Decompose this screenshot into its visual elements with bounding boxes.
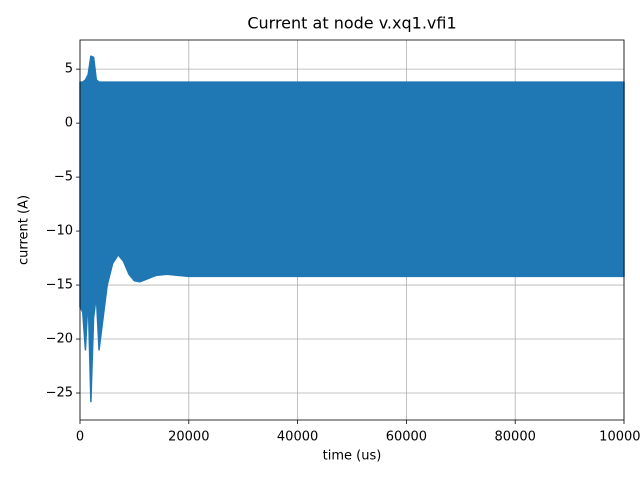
- y-tick-label: −15: [46, 278, 73, 293]
- y-tick-label: −20: [46, 332, 73, 347]
- y-tick-label: −5: [54, 170, 73, 185]
- y-tick-label: 5: [65, 62, 73, 77]
- y-tick-label: −10: [46, 224, 73, 239]
- x-tick-label: 100000: [599, 430, 640, 445]
- axes-frame: [79, 39, 625, 421]
- x-tick-label: 40000: [277, 430, 318, 445]
- x-axis-label: time (us): [323, 449, 382, 464]
- y-tick-label: −25: [46, 386, 73, 401]
- x-tick-label: 0: [76, 430, 84, 445]
- y-axis-label: current (A): [17, 195, 32, 265]
- y-tick-label: 0: [65, 116, 73, 131]
- x-tick-label: 20000: [168, 430, 209, 445]
- x-tick-label: 80000: [495, 430, 536, 445]
- x-tick-label: 60000: [386, 430, 427, 445]
- chart-title: Current at node v.xq1.vfi1: [247, 14, 456, 33]
